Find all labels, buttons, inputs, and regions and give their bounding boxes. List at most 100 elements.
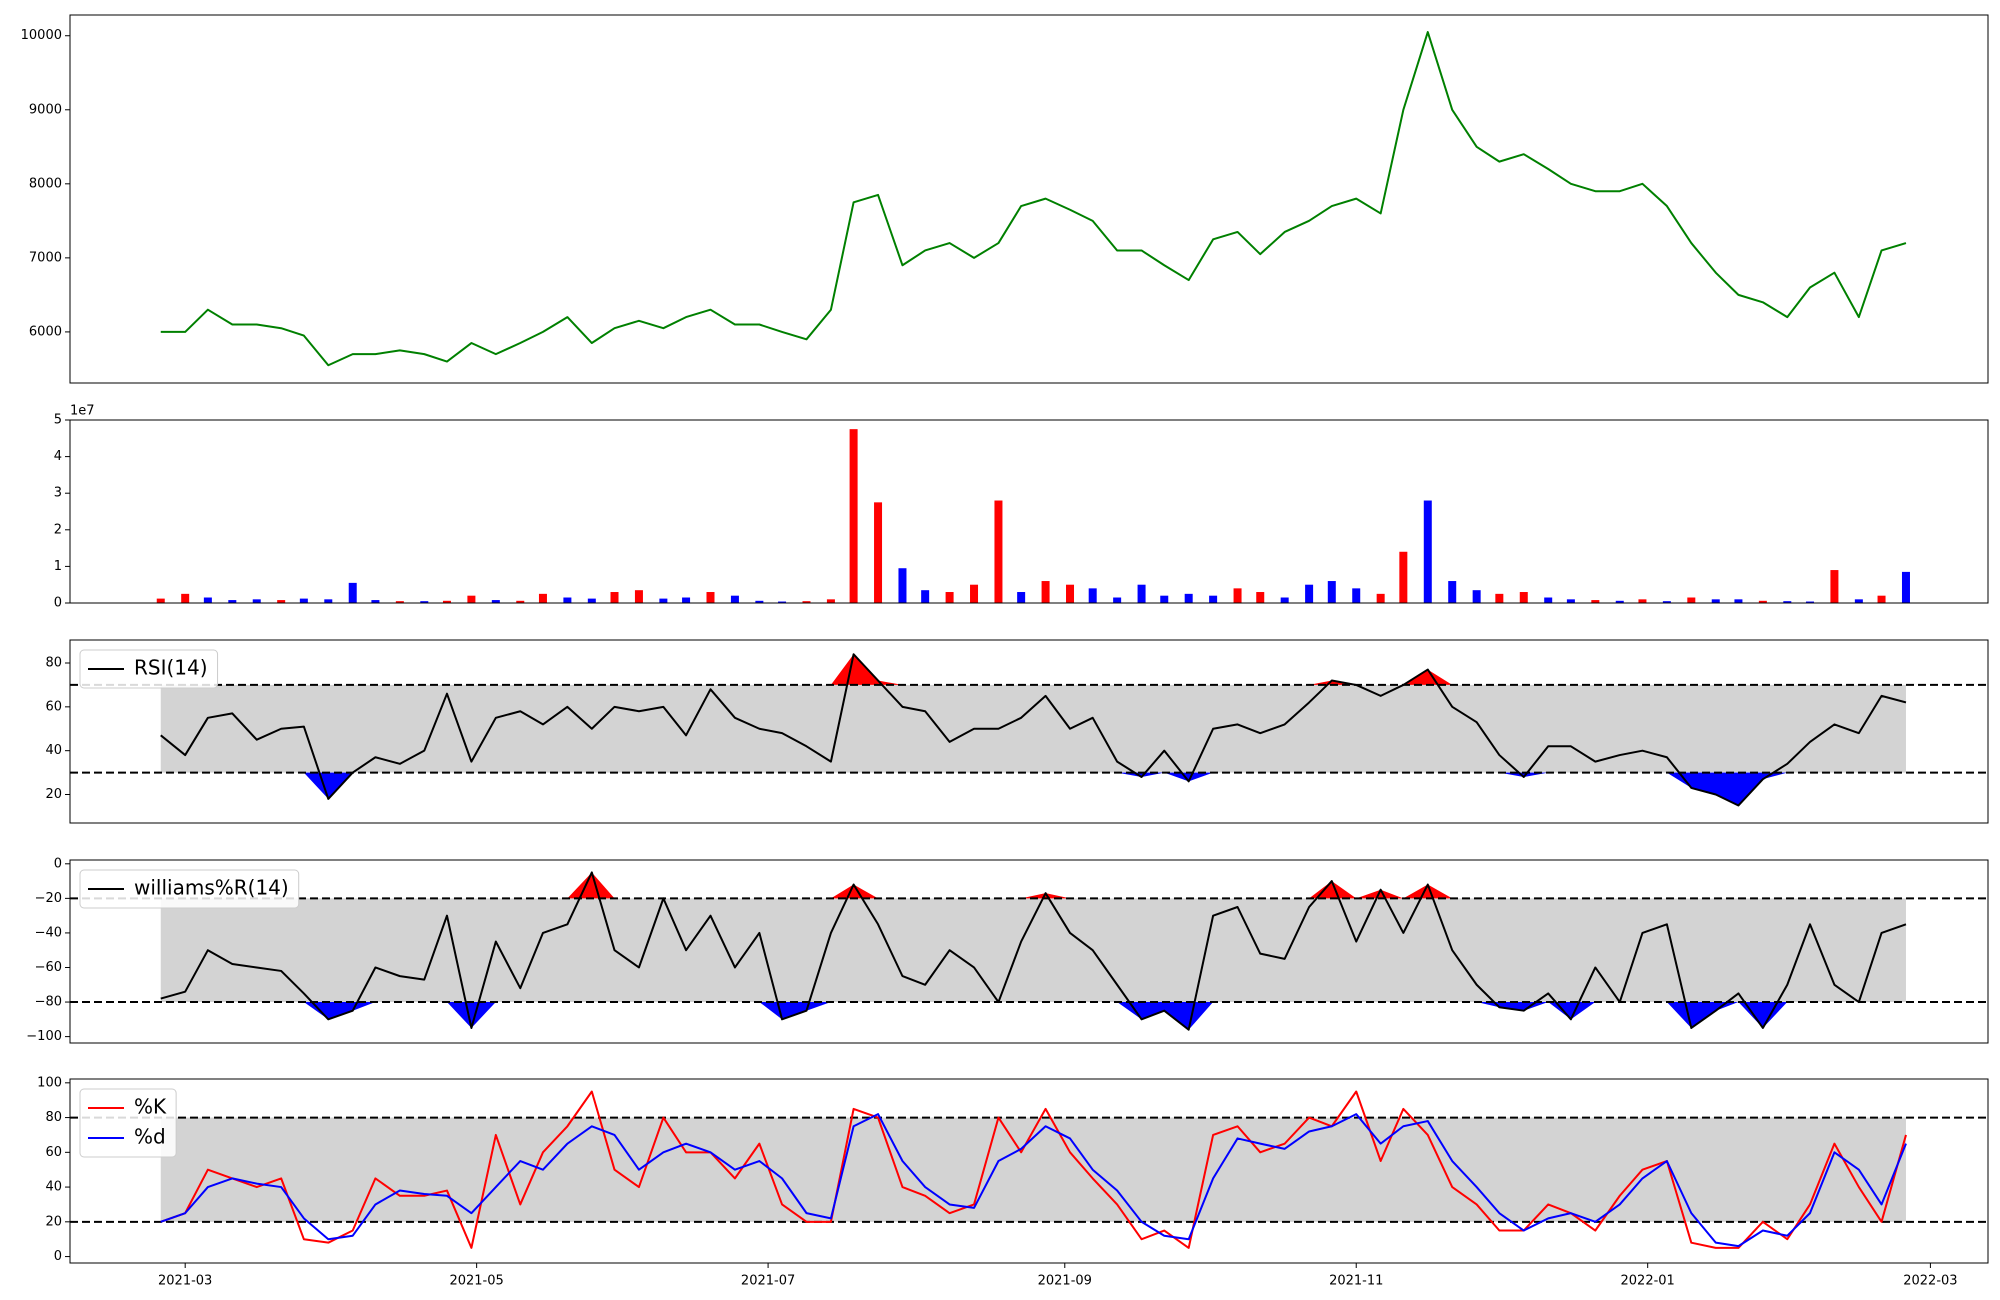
y-tick-label: 1: [54, 559, 62, 574]
bar: [181, 593, 190, 603]
bar: [587, 598, 596, 603]
y-tick-label: 40: [45, 743, 62, 758]
bar: [755, 600, 764, 603]
bar: [730, 595, 739, 603]
bar: [1137, 584, 1146, 603]
legend-label: RSI(14): [134, 656, 208, 680]
y-tick-label: −100: [26, 1029, 62, 1044]
bar: [1305, 584, 1314, 603]
y-tick-label: 4: [54, 449, 62, 464]
bar: [1830, 570, 1839, 603]
y-tick-label: 0: [54, 1249, 62, 1264]
y-tick-label: 6000: [29, 324, 62, 339]
bar: [156, 598, 165, 603]
bar: [1184, 593, 1193, 603]
axis-offset-label: 1e7: [70, 404, 95, 419]
series-line: [160, 1090, 1907, 1249]
bar: [1160, 595, 1169, 603]
bar: [1113, 597, 1122, 603]
bar: [442, 600, 451, 603]
bar: [1472, 590, 1481, 603]
y-tick-label: 7000: [29, 250, 62, 265]
bar: [1280, 597, 1289, 603]
bar: [1758, 600, 1767, 603]
legend-box: [79, 1088, 177, 1158]
series-line: [160, 653, 1907, 807]
x-tick-label: 2022-01: [1621, 1274, 1675, 1289]
bar: [921, 590, 930, 603]
bar: [371, 600, 380, 603]
plot-frame: [69, 419, 1989, 604]
bar: [1209, 595, 1218, 603]
bar: [1783, 601, 1792, 603]
bar: [516, 600, 525, 603]
bar: [1448, 581, 1457, 603]
y-tick-label: 5: [54, 413, 62, 428]
legend-label: %K: [134, 1095, 167, 1119]
y-tick-label: 2: [54, 522, 62, 537]
bar: [1615, 600, 1624, 603]
bar: [228, 600, 237, 603]
bar: [1352, 588, 1361, 603]
panel: 0 1 2 3 4 5 1e7: [54, 404, 1989, 611]
bar: [1399, 551, 1408, 603]
y-tick-label: 3: [54, 486, 62, 501]
bar: [1901, 571, 1910, 603]
panel: 20 40 60 80 RSI(14): [45, 639, 1989, 824]
bar: [324, 599, 333, 603]
bar: [1423, 500, 1432, 603]
bar: [1495, 593, 1504, 603]
bar: [1566, 599, 1575, 603]
y-tick-label: 9000: [29, 102, 62, 117]
bar: [682, 597, 691, 603]
x-tick-label: 2021-11: [1329, 1274, 1383, 1289]
panel: −100 −80 −60 −40 −20 0 williams%R(14): [26, 856, 1989, 1044]
series-line: [160, 31, 1907, 367]
bar: [252, 599, 261, 603]
bar: [826, 599, 835, 603]
bar: [1734, 599, 1743, 603]
y-tick-label: 20: [45, 1214, 62, 1229]
bar: [994, 500, 1003, 603]
bar: [874, 502, 883, 603]
bar: [348, 582, 357, 603]
panel: 6000 7000 8000 9000 10000: [21, 14, 1989, 384]
y-tick-label: 80: [45, 656, 62, 671]
bar: [1233, 588, 1242, 603]
bar: [1877, 595, 1886, 603]
threshold-band: [160, 684, 1906, 773]
plot-frame: [69, 1078, 1989, 1264]
y-tick-label: 100: [37, 1075, 62, 1090]
y-tick-label: 60: [45, 699, 62, 714]
y-tick-label: 10000: [21, 28, 62, 43]
y-tick-label: 0: [54, 856, 62, 871]
series-line: [160, 1113, 1907, 1248]
bar: [849, 429, 858, 603]
legend: williams%R(14): [79, 869, 300, 909]
y-tick-label: −20: [35, 891, 62, 906]
bar: [395, 601, 404, 603]
plot-frame: [69, 14, 1989, 384]
panel: 0 20 40 60 80 100 2021-03 2021-05 2021-07 2021-09…: [37, 1075, 1989, 1289]
y-tick-label: 8000: [29, 176, 62, 191]
bar: [420, 601, 429, 603]
bar: [538, 593, 547, 603]
bar: [802, 601, 811, 603]
bar: [1376, 593, 1385, 603]
bar: [203, 597, 212, 603]
legend: %K %d: [79, 1088, 177, 1158]
bar: [898, 568, 907, 603]
y-tick-label: 20: [45, 787, 62, 802]
legend: RSI(14): [79, 649, 219, 689]
bar: [1544, 597, 1553, 603]
bar: [299, 598, 308, 603]
bar: [1088, 588, 1097, 603]
bar: [1041, 581, 1050, 603]
bar: [1017, 592, 1026, 603]
bar: [706, 592, 715, 603]
overbought-fill: [160, 872, 1906, 899]
threshold-band: [160, 1117, 1906, 1222]
bar: [1066, 584, 1075, 603]
y-tick-label: 40: [45, 1180, 62, 1195]
bar: [970, 584, 979, 603]
